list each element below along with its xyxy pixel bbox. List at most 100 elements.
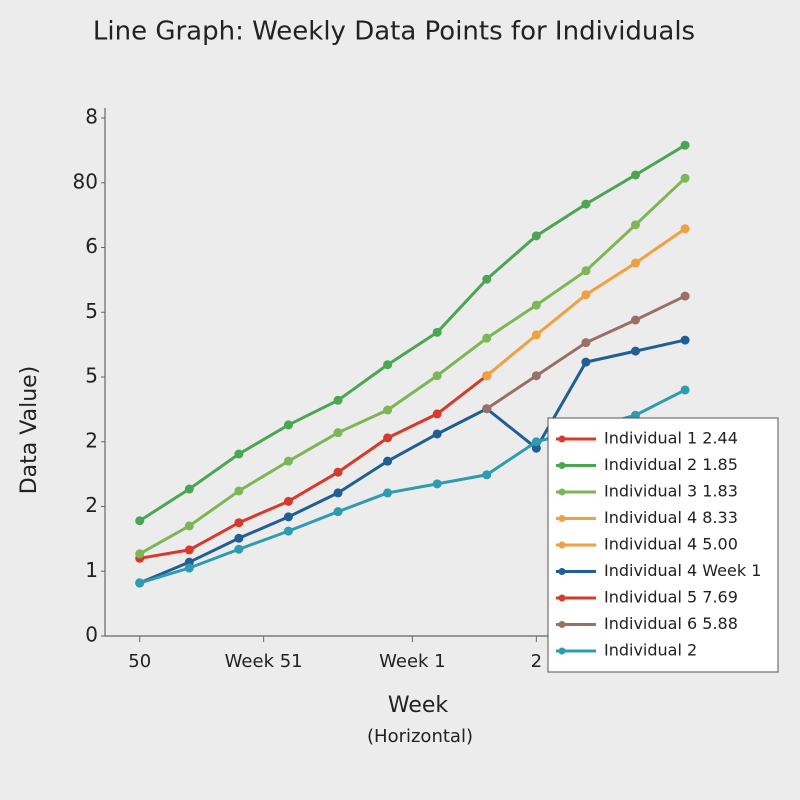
y-tick-label: 1 — [85, 558, 98, 582]
legend-marker — [558, 568, 566, 575]
data-point — [283, 512, 293, 522]
data-point — [333, 507, 343, 517]
x-tick-label: Week 1 — [379, 651, 446, 672]
data-point — [234, 544, 244, 554]
data-point — [680, 173, 690, 183]
legend-label: Individual 1 2.44 — [604, 429, 738, 448]
data-point — [432, 371, 442, 381]
data-point — [184, 563, 194, 573]
data-point — [581, 338, 591, 348]
legend-marker — [558, 594, 566, 602]
legend-label: Individual 6 5.88 — [604, 614, 738, 633]
data-point — [631, 170, 641, 180]
y-tick-label: 2 — [85, 428, 98, 452]
data-point — [531, 437, 541, 447]
data-point — [631, 346, 641, 356]
data-point — [184, 521, 194, 531]
data-point — [680, 385, 690, 395]
data-point — [135, 578, 145, 588]
y-tick-label: 80 — [73, 169, 98, 193]
legend-label: Individual 2 — [604, 641, 697, 660]
series-line — [139, 374, 488, 560]
legend-marker — [558, 541, 566, 549]
data-point — [383, 360, 393, 370]
data-point — [581, 357, 591, 367]
data-point — [283, 526, 293, 536]
y-tick-label: 0 — [85, 623, 98, 647]
data-point — [482, 274, 492, 284]
legend-label: Individual 5 7.69 — [604, 588, 738, 607]
data-point — [234, 449, 244, 459]
data-point — [383, 405, 393, 415]
data-point — [432, 327, 442, 337]
data-point — [283, 420, 293, 430]
series-line — [138, 177, 687, 556]
data-point — [531, 231, 541, 241]
data-point — [333, 467, 343, 477]
data-point — [482, 470, 492, 480]
y-tick-label: 5 — [85, 299, 98, 323]
y-tick-label: 6 — [85, 234, 98, 258]
legend-marker — [558, 515, 566, 522]
x-tick-label: 50 — [128, 651, 151, 672]
x-tick-label: Week 51 — [225, 651, 303, 672]
data-point — [631, 220, 641, 230]
data-point — [432, 479, 442, 489]
data-point — [283, 456, 293, 466]
data-point — [383, 488, 393, 498]
data-point — [383, 456, 393, 466]
data-point — [184, 484, 194, 494]
legend-marker — [558, 462, 566, 469]
data-point — [581, 199, 591, 209]
legend-marker — [558, 647, 566, 655]
y-tick-label: 5 — [85, 364, 98, 388]
data-point — [184, 545, 194, 555]
y-axis-title: Data Value) — [17, 366, 42, 495]
legend-label: Individual 3 1.83 — [604, 482, 738, 501]
data-point — [135, 549, 145, 559]
data-point — [383, 433, 393, 443]
legend-marker — [558, 621, 566, 628]
data-point — [531, 443, 541, 453]
data-point — [531, 371, 541, 381]
data-point — [631, 258, 641, 268]
data-point — [680, 291, 690, 301]
data-point — [531, 330, 541, 340]
data-point — [283, 496, 293, 506]
series-line — [139, 338, 686, 585]
data-point — [680, 335, 690, 345]
chart-title: Line Graph: Weekly Data Points for Indiv… — [93, 17, 695, 47]
x-axis-subtitle: (Horizontal) — [367, 726, 473, 747]
data-point — [234, 533, 244, 543]
data-point — [333, 395, 343, 405]
data-point — [680, 224, 690, 234]
data-point — [631, 315, 641, 325]
data-point — [581, 290, 591, 300]
data-point — [680, 140, 690, 150]
y-tick-label: 8 — [85, 105, 98, 129]
data-point — [482, 333, 492, 343]
data-point — [432, 409, 442, 419]
y-tick-label: 2 — [85, 493, 98, 517]
legend-marker — [558, 488, 566, 496]
data-point — [432, 429, 442, 439]
data-point — [631, 410, 641, 420]
legend-label: Individual 4 8.33 — [604, 508, 738, 527]
series-line — [485, 227, 686, 377]
data-point — [581, 266, 591, 276]
x-axis-title: Week — [388, 693, 449, 718]
legend-label: Individual 2 1.85 — [604, 455, 738, 474]
data-point — [234, 486, 244, 496]
data-point — [333, 428, 343, 438]
legend-label: Individual 4 5.00 — [604, 535, 738, 554]
data-point — [135, 516, 145, 526]
data-point — [333, 488, 343, 498]
data-point — [482, 404, 492, 414]
data-point — [531, 300, 541, 310]
data-point — [234, 518, 244, 528]
data-point — [482, 371, 492, 381]
legend-label: Individual 4 Week 1 — [604, 561, 761, 580]
x-tick-label: 2 — [531, 651, 542, 672]
